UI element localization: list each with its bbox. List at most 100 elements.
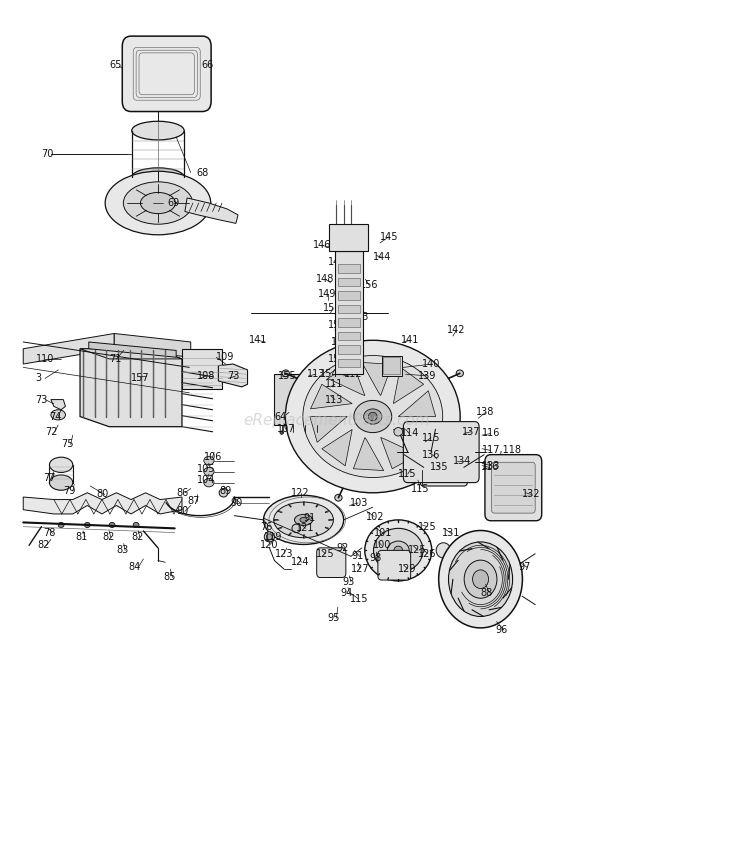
Ellipse shape <box>464 560 497 598</box>
FancyBboxPatch shape <box>404 422 479 483</box>
Text: 78: 78 <box>44 529 56 538</box>
Ellipse shape <box>456 370 463 377</box>
Polygon shape <box>80 348 182 359</box>
Text: 120: 120 <box>260 541 279 550</box>
Text: 66: 66 <box>202 60 214 70</box>
Text: 137: 137 <box>461 427 480 437</box>
Text: 113: 113 <box>325 394 344 405</box>
Bar <box>338 264 360 273</box>
Text: 109: 109 <box>216 352 235 362</box>
Text: 103: 103 <box>349 498 368 508</box>
Text: 75: 75 <box>61 439 74 450</box>
Polygon shape <box>353 438 384 471</box>
Text: 71: 71 <box>109 354 121 364</box>
Ellipse shape <box>140 192 175 213</box>
Text: 145: 145 <box>380 232 398 242</box>
Text: 80: 80 <box>96 490 108 500</box>
Ellipse shape <box>51 410 66 420</box>
Ellipse shape <box>439 530 523 628</box>
Bar <box>338 318 360 326</box>
Polygon shape <box>381 438 418 468</box>
Text: 82: 82 <box>131 532 143 541</box>
Text: 115: 115 <box>411 484 429 494</box>
Text: 72: 72 <box>45 427 58 437</box>
Ellipse shape <box>204 468 214 476</box>
Ellipse shape <box>109 523 115 528</box>
Ellipse shape <box>124 182 192 224</box>
Ellipse shape <box>315 431 319 434</box>
Text: 134: 134 <box>453 456 471 466</box>
Polygon shape <box>88 342 176 357</box>
Text: 138: 138 <box>476 407 495 417</box>
Ellipse shape <box>365 520 432 581</box>
Ellipse shape <box>204 456 214 465</box>
Text: 140: 140 <box>423 359 441 369</box>
Text: 115: 115 <box>349 593 368 604</box>
Text: 116: 116 <box>480 462 499 473</box>
Text: 100: 100 <box>373 541 391 550</box>
Text: 153: 153 <box>327 354 346 364</box>
Ellipse shape <box>204 479 214 487</box>
Ellipse shape <box>267 534 272 540</box>
Text: 126: 126 <box>418 549 436 558</box>
Text: 114: 114 <box>401 428 419 439</box>
Ellipse shape <box>295 514 313 525</box>
Text: 116: 116 <box>482 428 501 439</box>
Ellipse shape <box>394 428 403 436</box>
Ellipse shape <box>303 431 307 434</box>
Ellipse shape <box>472 570 488 588</box>
Polygon shape <box>51 400 66 410</box>
Text: 73: 73 <box>227 371 240 381</box>
Polygon shape <box>393 424 435 449</box>
Text: 133: 133 <box>482 461 501 471</box>
Text: 139: 139 <box>418 371 436 381</box>
Text: 91: 91 <box>303 513 316 524</box>
FancyBboxPatch shape <box>485 455 542 521</box>
Polygon shape <box>185 198 238 224</box>
Polygon shape <box>398 391 436 416</box>
Polygon shape <box>310 416 347 442</box>
Ellipse shape <box>219 489 228 497</box>
Text: 93: 93 <box>342 577 355 586</box>
Polygon shape <box>114 333 191 357</box>
Ellipse shape <box>133 523 139 528</box>
Text: 147: 147 <box>327 258 346 268</box>
Text: 102: 102 <box>366 512 384 522</box>
Text: 81: 81 <box>76 532 88 541</box>
Bar <box>329 224 368 252</box>
Text: 98: 98 <box>369 553 382 563</box>
Text: 117,118: 117,118 <box>482 445 522 456</box>
FancyBboxPatch shape <box>274 374 329 425</box>
Ellipse shape <box>84 523 90 528</box>
Text: 83: 83 <box>116 546 129 555</box>
Text: 135: 135 <box>430 462 448 473</box>
Ellipse shape <box>303 355 443 478</box>
Polygon shape <box>219 364 248 387</box>
Text: 74: 74 <box>49 411 61 422</box>
Text: 106: 106 <box>204 452 222 462</box>
Ellipse shape <box>354 400 392 433</box>
Polygon shape <box>393 367 424 404</box>
Text: 150: 150 <box>323 303 342 313</box>
Bar <box>338 304 360 313</box>
Ellipse shape <box>394 547 403 555</box>
Text: 96: 96 <box>495 625 507 635</box>
Text: 132: 132 <box>522 490 540 500</box>
Text: 142: 142 <box>447 325 466 335</box>
Text: 92: 92 <box>336 543 349 552</box>
Polygon shape <box>23 333 114 364</box>
Text: 154: 154 <box>320 369 339 379</box>
Text: 125: 125 <box>316 549 335 558</box>
Text: 107: 107 <box>276 424 295 434</box>
Ellipse shape <box>50 457 73 473</box>
Text: 89: 89 <box>220 486 232 496</box>
Ellipse shape <box>273 502 333 538</box>
Text: 157: 157 <box>131 373 150 383</box>
Bar <box>338 292 360 299</box>
Ellipse shape <box>282 370 289 377</box>
Text: 86: 86 <box>176 488 189 498</box>
Text: 91: 91 <box>351 552 363 561</box>
Text: 90: 90 <box>176 507 189 517</box>
Polygon shape <box>311 384 352 409</box>
Ellipse shape <box>368 412 377 421</box>
